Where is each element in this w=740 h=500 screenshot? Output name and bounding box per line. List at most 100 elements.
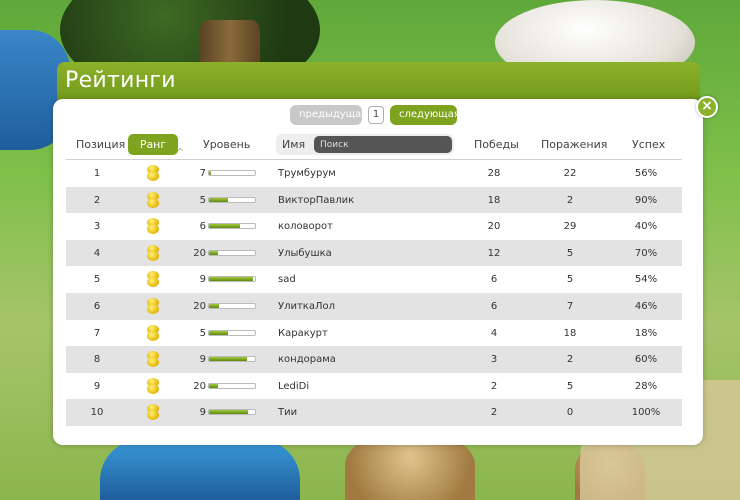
level-progress-fill bbox=[209, 171, 212, 175]
row-success: 28% bbox=[634, 380, 658, 392]
row-level: 9 bbox=[199, 407, 206, 419]
level-progress-fill bbox=[209, 383, 219, 388]
gold-coin-stack-icon bbox=[146, 297, 160, 314]
header-name[interactable]: Имя bbox=[282, 138, 306, 151]
row-wins: 6 bbox=[490, 274, 498, 286]
close-icon[interactable]: × bbox=[696, 96, 718, 118]
row-level: 6 bbox=[199, 221, 206, 233]
gold-coin-stack-icon bbox=[146, 271, 160, 288]
level-progress-bar bbox=[208, 223, 256, 230]
table-row[interactable]: 2 5 ВикторПавлик 18 2 90% bbox=[66, 186, 682, 214]
level-progress-fill bbox=[209, 357, 247, 362]
ratings-title-bar[interactable]: Рейтинги bbox=[57, 62, 700, 106]
sort-chevron-icon: ^ bbox=[177, 147, 184, 156]
page-number: 1 bbox=[368, 106, 384, 124]
gold-coin-stack-icon bbox=[146, 351, 160, 368]
level-progress-bar bbox=[208, 382, 256, 389]
row-player-name[interactable]: sad bbox=[278, 274, 296, 286]
row-losses: 5 bbox=[566, 247, 574, 259]
row-player-name[interactable]: Улыбушка bbox=[278, 247, 332, 259]
row-losses: 5 bbox=[566, 274, 574, 286]
row-position: 4 bbox=[93, 247, 101, 259]
level-progress-bar bbox=[208, 196, 256, 203]
window-title: Рейтинги bbox=[65, 68, 176, 93]
row-wins: 3 bbox=[490, 354, 498, 366]
row-success: 100% bbox=[631, 407, 661, 419]
row-level: 20 bbox=[193, 247, 206, 259]
header-losses[interactable]: Поражения bbox=[541, 138, 608, 151]
row-losses: 22 bbox=[563, 168, 577, 179]
table-row[interactable]: 10 9 Тии 2 0 100% bbox=[66, 399, 682, 426]
row-losses: 18 bbox=[563, 327, 577, 339]
row-wins: 20 bbox=[487, 221, 501, 233]
table-row[interactable]: 7 5 Каракурт 4 18 18% bbox=[66, 320, 682, 347]
pagination: предыдущая 1 следующая bbox=[290, 105, 460, 125]
level-progress-bar bbox=[208, 409, 256, 416]
level-progress-fill bbox=[209, 330, 229, 335]
row-position: 9 bbox=[93, 380, 101, 392]
level-progress-bar bbox=[208, 249, 256, 256]
next-page-button[interactable]: следующая bbox=[390, 105, 460, 125]
header-level[interactable]: Уровень bbox=[203, 138, 251, 151]
table-row[interactable]: 4 20 Улыбушка 12 5 70% bbox=[66, 239, 682, 267]
gold-coin-stack-icon bbox=[146, 377, 160, 394]
row-success: 90% bbox=[634, 194, 658, 206]
level-progress-fill bbox=[209, 410, 248, 415]
row-level: 5 bbox=[199, 327, 206, 339]
table-row[interactable]: 8 9 кондорама 3 2 60% bbox=[66, 346, 682, 373]
row-success: 18% bbox=[634, 327, 658, 339]
header-wins[interactable]: Победы bbox=[474, 138, 519, 151]
row-player-name[interactable]: коловорот bbox=[278, 221, 333, 233]
row-success: 40% bbox=[634, 221, 658, 233]
level-progress-bar bbox=[208, 170, 256, 176]
level-progress-fill bbox=[209, 303, 220, 308]
table-row[interactable]: 6 20 УлиткаЛол 6 7 46% bbox=[66, 292, 682, 320]
row-player-name[interactable]: УлиткаЛол bbox=[278, 300, 336, 312]
row-success: 60% bbox=[634, 354, 658, 366]
level-progress-fill bbox=[209, 277, 254, 282]
row-wins: 28 bbox=[487, 168, 501, 179]
table-row[interactable]: 3 6 коловорот 20 29 40% bbox=[66, 213, 682, 240]
header-rank-tab[interactable]: Ранг bbox=[128, 134, 178, 155]
row-player-name[interactable]: Трумбурум bbox=[278, 168, 336, 179]
row-level: 7 bbox=[199, 168, 206, 179]
row-position: 5 bbox=[93, 274, 101, 286]
row-wins: 2 bbox=[490, 380, 498, 392]
row-losses: 0 bbox=[566, 407, 574, 419]
row-player-name[interactable]: ВикторПавлик bbox=[278, 194, 355, 206]
level-progress-bar bbox=[208, 356, 256, 363]
row-losses: 2 bbox=[566, 194, 574, 206]
row-position: 1 bbox=[93, 168, 101, 179]
row-player-name[interactable]: Каракурт bbox=[278, 327, 328, 339]
row-success: 46% bbox=[634, 300, 658, 312]
header-divider bbox=[66, 159, 682, 160]
row-level: 20 bbox=[193, 300, 206, 312]
row-player-name[interactable]: LediDi bbox=[278, 380, 310, 392]
gold-coin-stack-icon bbox=[146, 404, 160, 421]
gold-coin-stack-icon bbox=[146, 191, 160, 208]
level-progress-bar bbox=[208, 329, 256, 336]
gold-coin-stack-icon bbox=[146, 324, 160, 341]
level-progress-fill bbox=[209, 250, 219, 255]
level-progress-fill bbox=[209, 197, 229, 202]
prev-page-button[interactable]: предыдущая bbox=[290, 105, 367, 125]
row-wins: 6 bbox=[490, 300, 498, 312]
row-wins: 12 bbox=[487, 247, 501, 259]
table-row[interactable]: 1 7 Трумбурум 28 22 56% bbox=[66, 160, 682, 187]
table-row[interactable]: 9 20 LediDi 2 5 28% bbox=[66, 373, 682, 400]
ratings-table-body: 1 7 Трумбурум 28 22 56% 2 5 ВикторПавлик… bbox=[66, 160, 682, 426]
header-name-filter: Имя bbox=[276, 134, 454, 155]
row-success: 54% bbox=[634, 274, 658, 286]
row-success: 56% bbox=[634, 168, 658, 179]
row-losses: 29 bbox=[563, 221, 577, 233]
table-row[interactable]: 5 9 sad 6 5 54% bbox=[66, 266, 682, 293]
gold-coin-stack-icon bbox=[146, 244, 160, 261]
row-wins: 4 bbox=[490, 327, 498, 339]
row-wins: 2 bbox=[490, 407, 498, 419]
row-player-name[interactable]: кондорама bbox=[278, 354, 336, 366]
row-player-name[interactable]: Тии bbox=[278, 407, 298, 419]
row-wins: 18 bbox=[487, 194, 501, 206]
search-input[interactable] bbox=[314, 136, 452, 153]
header-position[interactable]: Позиция bbox=[76, 138, 126, 151]
header-success[interactable]: Успех bbox=[632, 138, 666, 151]
